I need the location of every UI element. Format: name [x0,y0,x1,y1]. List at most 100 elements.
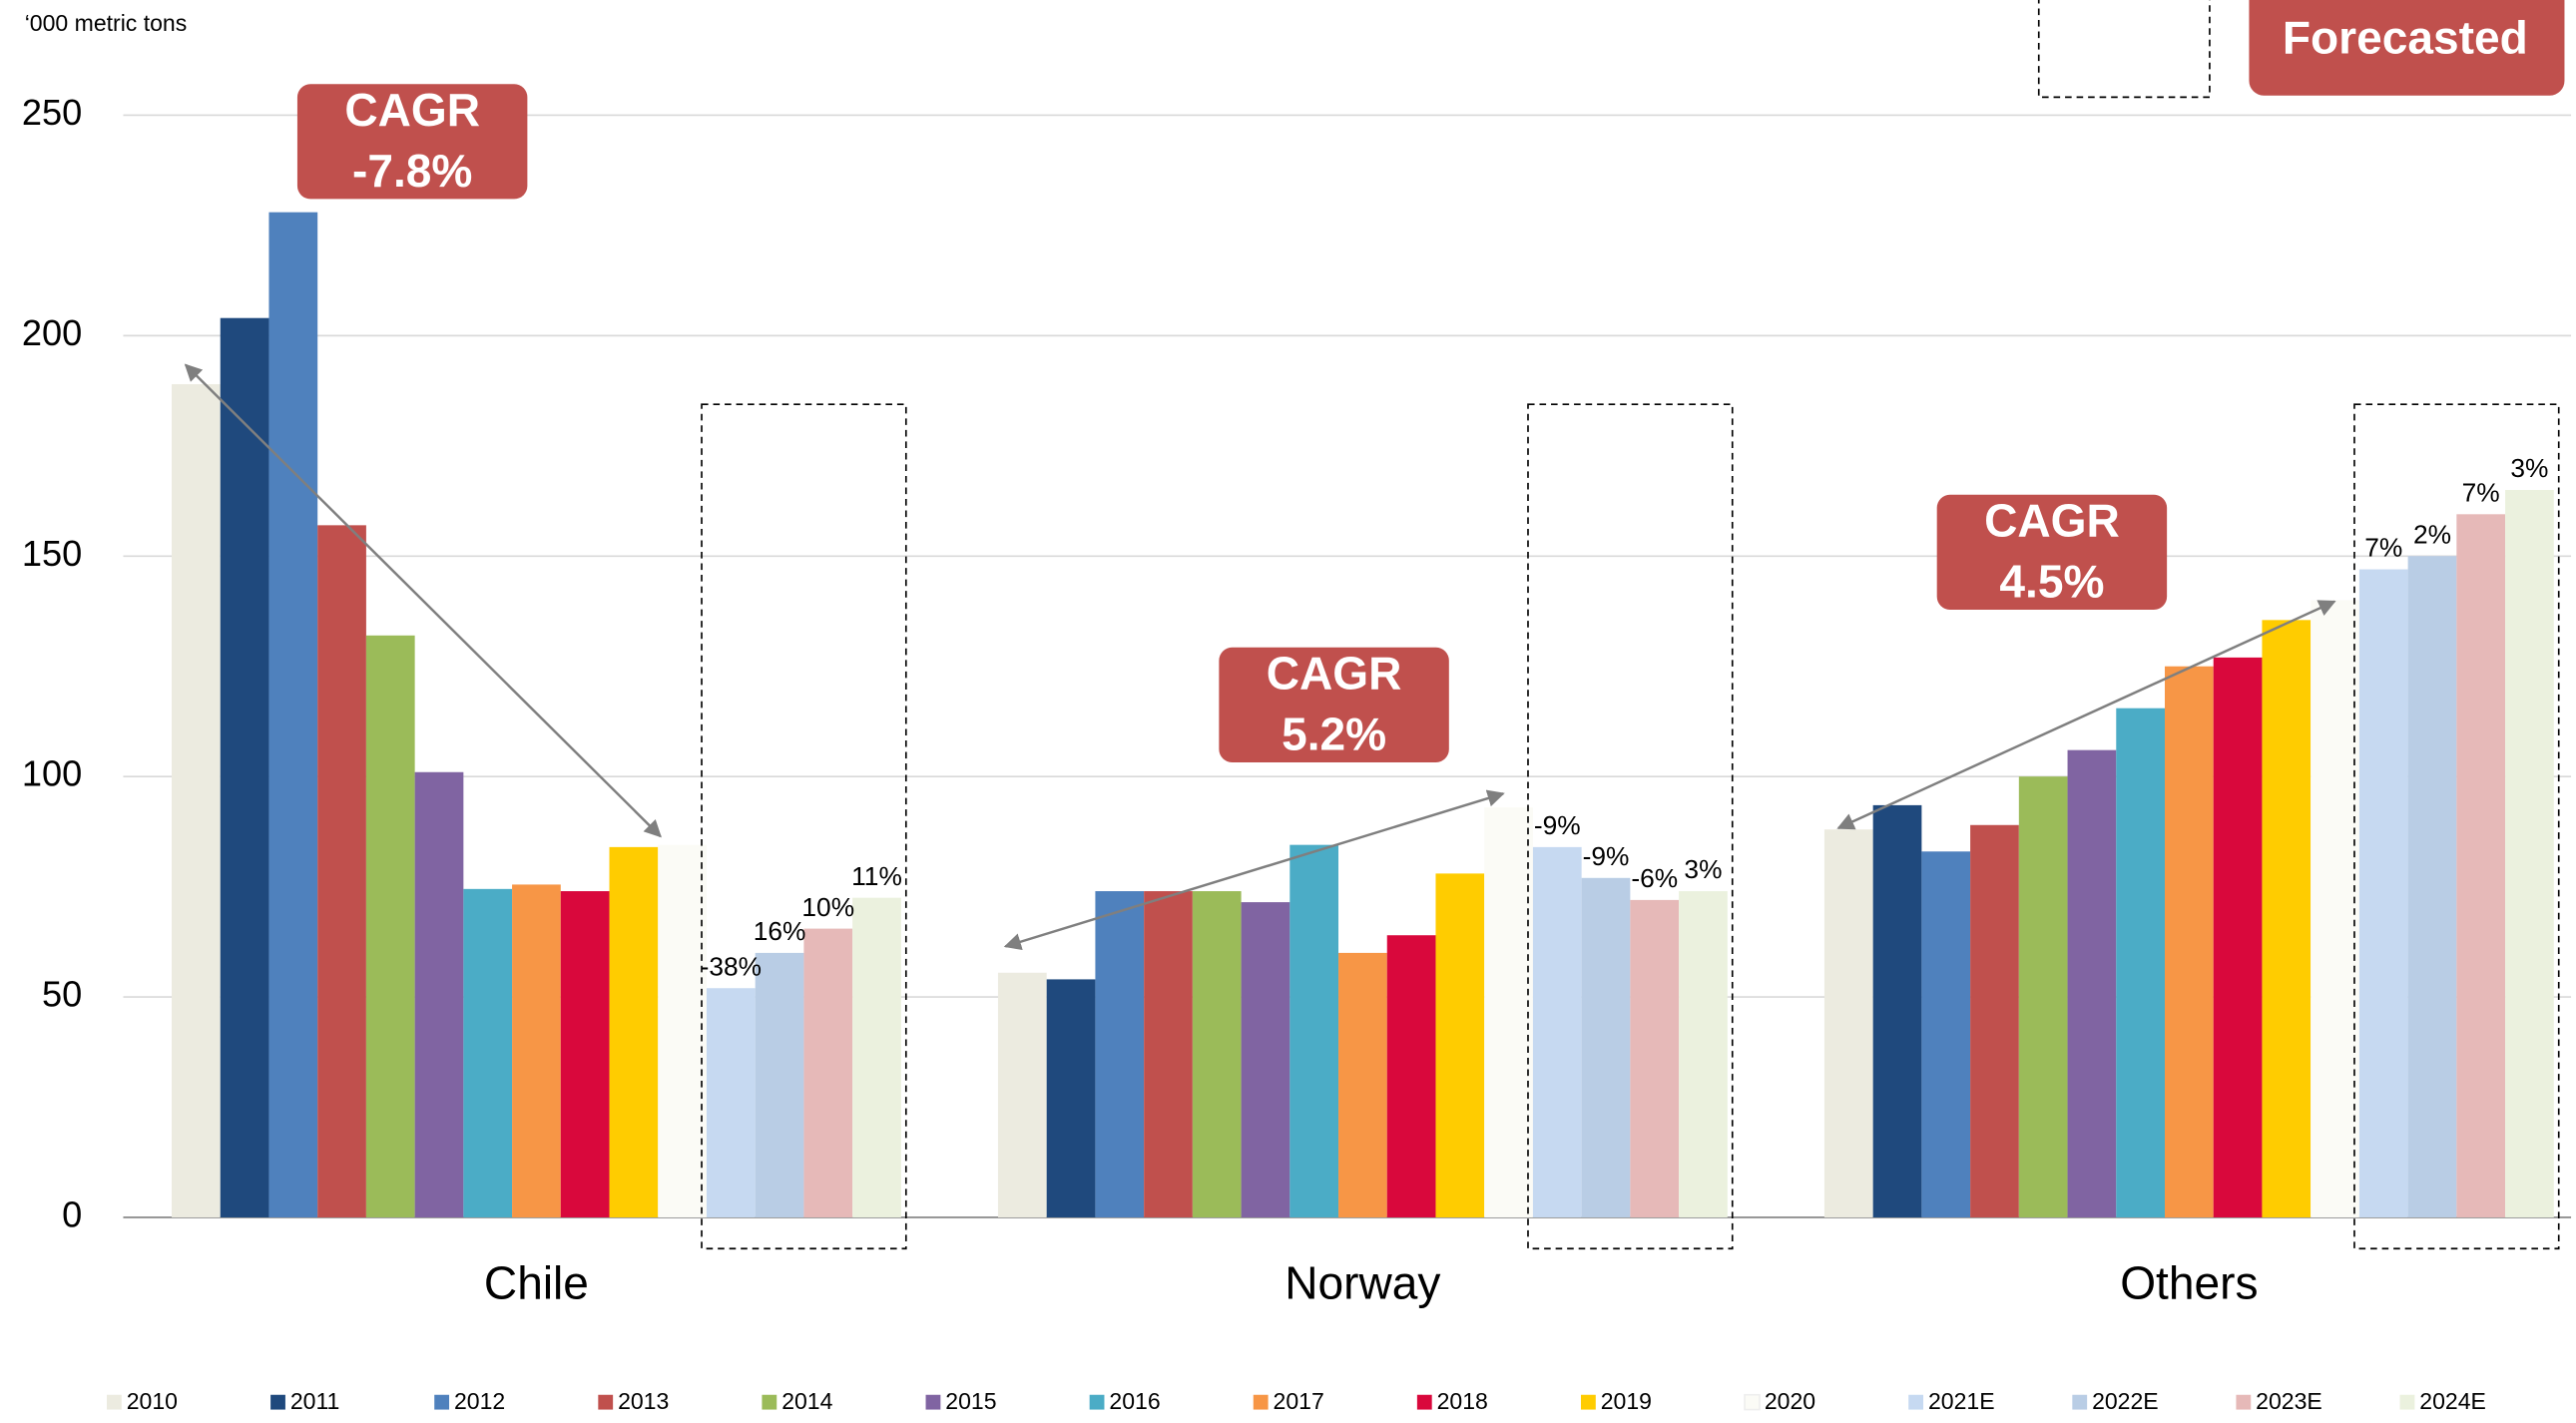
legend-swatch [925,1394,941,1410]
x-tick-label: Chile [484,1256,589,1308]
bar [1241,902,1290,1217]
bar [1046,979,1096,1217]
legend-label: 2014 [781,1388,832,1414]
y-tick-label: 250 [22,92,82,133]
growth-label: 7% [2462,478,2500,508]
legend-label: 2024E [2419,1388,2486,1414]
bar [1484,807,1533,1217]
legend-swatch [1253,1394,1269,1410]
bar [463,888,513,1217]
cagr-value: 5.2% [1282,709,1386,760]
bar [1289,844,1339,1217]
cagr-arrow [1003,789,1505,951]
cagr-badge [296,84,528,200]
bar [658,844,707,1217]
cagr-arrow [1836,600,2336,830]
legend-swatch [2399,1394,2415,1410]
x-tick-label: Others [2120,1256,2258,1308]
legend-label: 2021E [1928,1388,1995,1414]
legend-swatch [1908,1394,1924,1410]
x-tick-label: Norway [1285,1256,1440,1308]
growth-label: 2% [2413,519,2451,549]
legend-label: 2010 [127,1388,178,1414]
bar [2116,708,2165,1217]
bar [1435,873,1485,1217]
y-tick-label: 150 [22,533,82,574]
bar [1630,899,1680,1217]
forecast-box [2353,403,2560,1250]
y-tick-label: 200 [22,312,82,353]
legend-label: 2011 [290,1388,340,1414]
legend-label: 2012 [454,1388,505,1414]
forecast-legend-label: Forecasted [2283,12,2528,64]
legend-label: 2023E [2256,1388,2322,1414]
legend-swatch [1580,1394,1596,1410]
growth-label: 11% [851,861,902,891]
growth-label: -38% [701,951,762,981]
legend-swatch [598,1394,614,1410]
forecast-box [701,403,907,1250]
growth-label: 3% [2510,453,2548,483]
legend-swatch [1416,1394,1432,1410]
growth-label: -9% [1534,810,1581,840]
growth-label: 10% [801,892,854,922]
bar [365,635,415,1217]
legend-swatch [2072,1394,2088,1410]
y-tick-label: 0 [62,1194,82,1235]
cagr-badge [1936,494,2168,610]
y-axis-title: ‘000 metric tons [25,10,188,36]
bar [1192,891,1242,1217]
bar [1970,824,2019,1217]
bar [1823,829,1873,1217]
bar [1386,935,1436,1217]
legend-label: 2013 [618,1388,669,1414]
bar [1872,804,1922,1217]
bar [1532,846,1582,1217]
forecast-legend-box [2037,0,2211,99]
bar [1144,891,1193,1217]
growth-label: 16% [754,916,806,946]
bar [2018,776,2068,1217]
bar [220,317,269,1217]
legend-label: 2018 [1437,1388,1488,1414]
cagr-title: CAGR [1984,495,2120,547]
legend-swatch [270,1394,285,1410]
bar [2311,600,2359,1217]
bar [852,897,901,1217]
y-tick-label: 100 [22,753,82,794]
legend-swatch [2236,1394,2252,1410]
cagr-arrow [184,363,662,838]
forecast-box [1527,403,1734,1250]
bar [2358,569,2408,1217]
bar [268,212,318,1217]
bar [2213,657,2263,1217]
legend-label: 2015 [945,1388,996,1414]
cagr-badge [1219,647,1449,763]
bar [1679,891,1728,1217]
cagr-value: 4.5% [1999,555,2104,607]
bar [1921,851,1971,1217]
growth-label: -9% [1583,841,1630,871]
bar [1095,891,1145,1217]
legend-label: 2022E [2092,1388,2159,1414]
growth-label: 3% [1684,854,1722,884]
legend-label: 2016 [1109,1388,1160,1414]
bar [2067,749,2117,1217]
growth-label: 7% [2364,533,2402,563]
bar [997,972,1047,1217]
forecast-legend-badge [2249,0,2565,96]
legend-swatch [762,1394,777,1410]
bar [2505,490,2554,1217]
bar [2262,620,2312,1217]
bar [560,891,610,1217]
legend-label: 2019 [1601,1388,1652,1414]
bar [755,952,804,1217]
cagr-value: -7.8% [352,145,472,197]
bar [2456,514,2506,1217]
legend-swatch [106,1394,122,1410]
legend-swatch [1089,1394,1105,1410]
bar [2164,666,2214,1217]
bar [803,928,853,1217]
